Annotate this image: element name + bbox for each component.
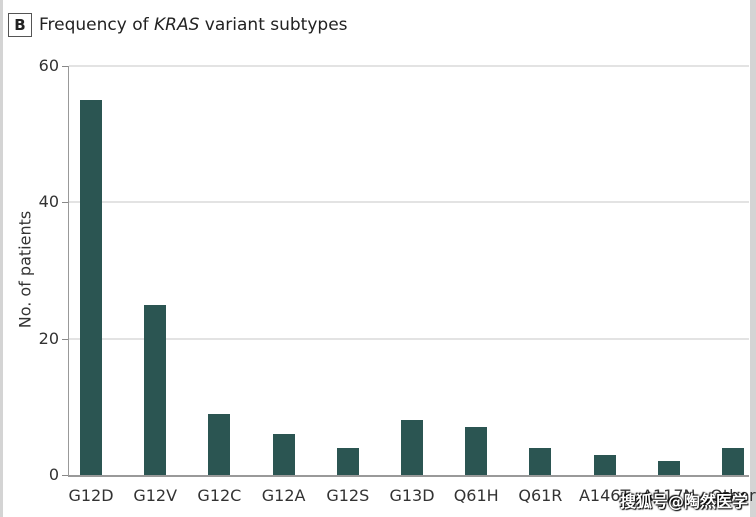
x-tick-label: G12C xyxy=(197,486,242,505)
x-tick-label: G12D xyxy=(68,486,114,505)
x-tick-label: Q61H xyxy=(453,486,499,505)
bar xyxy=(529,447,552,475)
bar xyxy=(144,304,167,475)
y-tick-mark xyxy=(62,338,68,340)
x-tick-label: G13D xyxy=(389,486,435,505)
bar xyxy=(657,461,680,475)
y-tick-label: 0 xyxy=(48,465,59,484)
y-tick-label: 20 xyxy=(38,328,59,348)
x-tick-label: Other xyxy=(710,486,756,505)
chart-title: Frequency of KRAS variant subtypes xyxy=(39,15,348,35)
x-tick-label: G12S xyxy=(326,486,370,505)
y-tick-mark xyxy=(62,66,68,67)
y-tick-mark xyxy=(62,202,68,204)
watermark: 搜狐号@陶然医学 xyxy=(620,492,749,511)
bar xyxy=(401,420,423,475)
bar xyxy=(722,447,744,475)
bar xyxy=(465,427,488,475)
gridline xyxy=(69,65,749,67)
y-tick-label: 60 xyxy=(38,56,59,75)
x-tick-label: Q61R xyxy=(518,486,563,505)
gridline xyxy=(69,337,749,340)
x-tick-label: G12A xyxy=(261,486,306,505)
figure-panel: B Frequency of KRAS variant subtypes No.… xyxy=(3,0,756,517)
x-tick-label: A146T xyxy=(578,486,631,505)
x-tick-label: G12V xyxy=(133,486,178,505)
y-axis xyxy=(68,66,69,476)
bar xyxy=(80,100,102,475)
panel-letter: B xyxy=(8,13,32,37)
title-prefix: Frequency of xyxy=(39,15,155,35)
x-tick-label: A117N xyxy=(642,486,696,505)
x-axis xyxy=(68,475,749,477)
gridline xyxy=(69,201,749,204)
y-tick-label: 40 xyxy=(38,192,59,212)
title-suffix: variant subtypes xyxy=(199,15,348,35)
title-gene: KRAS xyxy=(154,15,200,35)
bar xyxy=(336,447,359,475)
title-row: B Frequency of KRAS variant subtypes xyxy=(8,12,348,38)
y-tick-mark xyxy=(62,475,68,476)
bar xyxy=(593,454,616,475)
bar xyxy=(272,434,295,475)
y-axis-label: No. of patients xyxy=(15,210,35,329)
bar xyxy=(208,413,231,475)
